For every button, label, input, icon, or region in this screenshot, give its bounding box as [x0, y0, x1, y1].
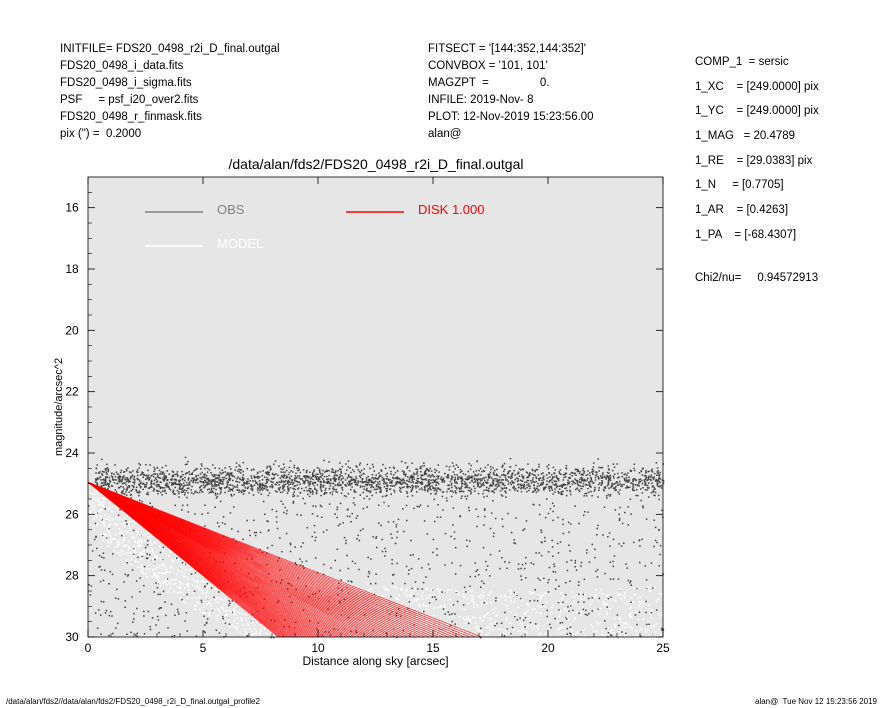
obs-point-cloud — [88, 456, 665, 639]
y-tick-label: 22 — [65, 385, 79, 399]
x-tick-label: 25 — [656, 641, 670, 655]
header-left-line: INITFILE= FDS20_0498_r2i_D_final.outgal — [60, 43, 280, 55]
footer-path: /data/alan/fds2//data/alan/fds2/FDS20_04… — [6, 697, 260, 706]
disk-curve — [87, 481, 444, 638]
disk-curve — [87, 481, 476, 638]
x-tick-label: 20 — [541, 641, 555, 655]
y-tick-label: 18 — [65, 262, 79, 276]
disk-curve — [87, 481, 439, 638]
disk-curve — [87, 481, 430, 638]
x-tick-label: 5 — [200, 641, 207, 655]
parameter-line: 1_MAG = 20.4789 — [695, 130, 796, 143]
disk-curve — [87, 481, 397, 638]
chi2-value: Chi2/nu= 0.94572913 — [695, 272, 819, 284]
parameter-line: 1_YC = [249.0000] pix — [695, 105, 819, 118]
legend-label: OBS — [217, 202, 245, 217]
plot-title: /data/alan/fds2/FDS20_0498_r2i_D_final.o… — [228, 156, 524, 172]
disk-curve — [87, 481, 434, 638]
disk-curve — [87, 481, 471, 638]
x-tick-label: 15 — [426, 641, 440, 655]
y-tick-label: 20 — [65, 323, 79, 337]
header-mid-line: PLOT: 12-Nov-2019 15:23:56.00 — [428, 111, 594, 123]
disk-curve — [87, 481, 449, 638]
parameter-line: 1_XC = [249.0000] pix — [695, 80, 819, 93]
header-left-line: pix (") = 0.2000 — [60, 128, 142, 140]
parameter-line: 1_PA = [-68.4307] — [695, 228, 797, 241]
header-middle-block: FITSECT = '[144:352,144:352]' CONVBOX = '… — [428, 41, 594, 143]
disk-curve — [87, 481, 465, 638]
y-tick-label: 26 — [65, 507, 79, 521]
parameter-line: COMP_1 = sersic — [695, 56, 789, 68]
header-left-line: FDS20_0498_i_sigma.fits — [60, 77, 192, 89]
x-tick-label: 10 — [311, 641, 325, 655]
legend-label: MODEL — [217, 236, 263, 251]
header-mid-line: INFILE: 2019-Nov- 8 — [428, 94, 534, 106]
parameter-line: 1_RE = [29.0383] pix — [695, 154, 813, 167]
header-mid-line: FITSECT = '[144:352,144:352]' — [428, 43, 586, 55]
axes: 0 5 10 15 20 25 16 18 20 22 24 26 28 30 — [65, 177, 670, 655]
legend: OBS MODEL DISK 1.000 — [145, 202, 485, 251]
y-tick-label: 16 — [65, 201, 79, 215]
parameters-block: COMP_1 = sersic 1_XC = [249.0000] pix 1_YC… — [695, 50, 819, 248]
disk-curve — [87, 481, 454, 638]
legend-label: DISK 1.000 — [418, 202, 485, 217]
x-axis-label: Distance along sky [arcsec] — [302, 654, 448, 668]
y-axis-label: magnitude/arcsec^2 — [53, 358, 65, 456]
header-mid-line: MAGZPT = 0. — [428, 77, 550, 89]
parameter-line: 1_AR = [0.4263] — [695, 204, 789, 217]
header-mid-line: alan@ — [428, 128, 462, 140]
disk-curve — [87, 481, 459, 638]
obs-points — [88, 456, 665, 639]
parameter-line: 1_N = [0.7705] — [695, 179, 784, 192]
y-tick-label: 28 — [65, 569, 79, 583]
x-tick-label: 0 — [85, 641, 92, 655]
disk-curve — [87, 481, 421, 638]
y-tick-label: 24 — [65, 446, 79, 460]
footer-timestamp: alan@ Tue Nov 12 15:23:56 2019 — [755, 697, 877, 706]
header-left-line: FDS20_0498_i_data.fits — [60, 60, 184, 72]
header-left-line: PSF = psf_i20_over2.fits — [60, 94, 199, 106]
header-mid-line: CONVBOX = '101, 101' — [428, 60, 548, 72]
header-left-block: INITFILE= FDS20_0498_r2i_D_final.outgal F… — [60, 41, 280, 143]
disk-curve — [87, 481, 404, 638]
disk-curves — [87, 481, 482, 638]
header-left-line: FDS20_0498_r_finmask.fits — [60, 111, 202, 123]
y-tick-label: 30 — [65, 630, 79, 644]
disk-curve — [87, 481, 482, 638]
